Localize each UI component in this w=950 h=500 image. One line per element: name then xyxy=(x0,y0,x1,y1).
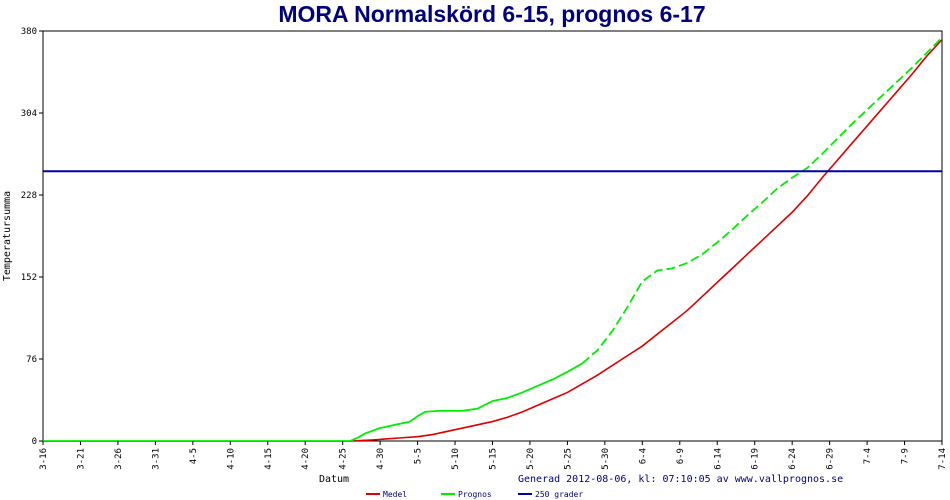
legend: Medel Prognos 250 grader xyxy=(366,490,583,499)
x-tick-label: 3-31 xyxy=(151,448,161,470)
y-tick-label: 380 xyxy=(21,27,37,37)
x-tick-label: 6-9 xyxy=(676,448,686,464)
series-line-prognos xyxy=(43,362,583,441)
x-tick-label: 6-4 xyxy=(638,448,648,464)
legend-label: Medel xyxy=(383,490,407,499)
x-tick-label: 3-21 xyxy=(76,448,86,470)
x-tick-label: 5-10 xyxy=(451,448,461,470)
x-tick-label: 4-10 xyxy=(226,448,236,470)
legend-label: Prognos xyxy=(458,490,492,499)
x-tick-label: 6-14 xyxy=(713,448,723,470)
chart-title: MORA Normalskörd 6-15, prognos 6-17 xyxy=(278,1,705,27)
legend-label: 250 grader xyxy=(535,490,583,499)
x-tick-label: 5-25 xyxy=(563,448,573,470)
y-tick-label: 0 xyxy=(32,437,37,447)
y-axis-label: Temperatursumma xyxy=(2,191,13,281)
footer-text: Generad 2012-08-06, kl: 07:10:05 av www.… xyxy=(518,474,843,485)
x-tick-label: 6-24 xyxy=(788,448,798,470)
y-axis: 0 76 152 228 304 380 xyxy=(21,27,43,447)
series-line-prognos-forecast xyxy=(581,36,942,364)
x-tick-label: 4-5 xyxy=(189,448,199,464)
series-group xyxy=(43,36,942,441)
y-tick-label: 152 xyxy=(21,273,37,283)
x-axis-label: Datum xyxy=(319,474,349,485)
x-tick-label: 5-5 xyxy=(414,448,424,464)
x-tick-label: 3-16 xyxy=(39,448,49,470)
x-tick-label: 5-20 xyxy=(526,448,536,470)
x-tick-label: 4-25 xyxy=(339,448,349,470)
x-tick-label: 7-9 xyxy=(901,448,911,464)
x-tick-label: 7-4 xyxy=(863,448,873,464)
y-tick-label: 76 xyxy=(26,355,37,365)
series-line-medel xyxy=(350,38,942,441)
x-tick-label: 6-29 xyxy=(826,448,836,470)
x-tick-label: 5-30 xyxy=(601,448,611,470)
y-tick-label: 304 xyxy=(21,109,37,119)
y-tick-label: 228 xyxy=(21,191,37,201)
plot-area xyxy=(42,30,943,442)
x-tick-label: 3-26 xyxy=(114,448,124,470)
x-tick-label: 6-19 xyxy=(751,448,761,470)
x-tick-label: 4-20 xyxy=(301,448,311,470)
x-tick-label: 5-15 xyxy=(489,448,499,470)
x-tick-label: 4-30 xyxy=(376,448,386,470)
x-axis: 3-16 3-21 3-26 3-31 4-5 4-10 4-15 4-20 4-25 4-30 5… xyxy=(39,441,948,470)
x-tick-label: 7-14 xyxy=(938,448,948,470)
x-tick-label: 4-15 xyxy=(264,448,274,470)
